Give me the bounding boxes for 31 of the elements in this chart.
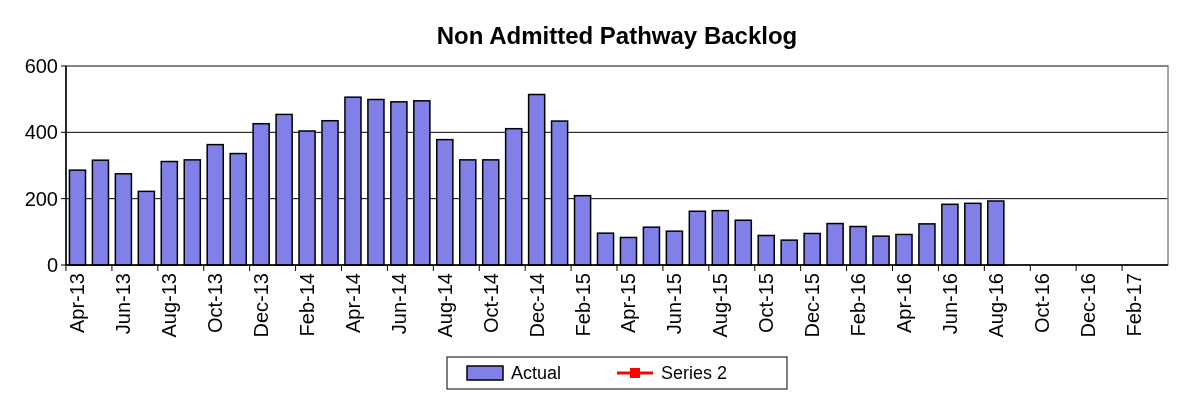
- x-tick-label: Dec-13: [250, 273, 273, 338]
- x-tick-label: Jun-16: [938, 273, 961, 335]
- x-tick-label: Dec-15: [801, 273, 824, 338]
- x-tick-label: Feb-17: [1122, 273, 1145, 337]
- y-tick-label: 0: [46, 254, 58, 276]
- y-tick-label: 600: [24, 55, 58, 77]
- chart-title: Non Admitted Pathway Backlog: [436, 22, 798, 49]
- x-tick-label: Feb-15: [571, 273, 594, 337]
- x-tick-label: Jun-13: [112, 273, 135, 335]
- x-tick-label: Apr-14: [341, 273, 364, 334]
- x-tick-label: Apr-13: [66, 273, 89, 334]
- x-tick-label: Apr-15: [617, 273, 640, 334]
- y-tick-label: 400: [24, 121, 58, 144]
- x-tick-label: Dec-14: [525, 273, 548, 338]
- x-tick-label: Aug-15: [709, 273, 732, 338]
- x-tick-label: Feb-14: [296, 273, 319, 337]
- x-tick-label: Dec-16: [1076, 273, 1099, 338]
- x-tick-label: Aug-14: [433, 273, 456, 338]
- x-tick-label: Aug-13: [158, 273, 181, 338]
- x-tick-label: Feb-16: [847, 273, 870, 337]
- x-tick-label: Jun-14: [387, 273, 410, 335]
- x-tick-label: Jun-15: [663, 273, 686, 335]
- x-tick-label: Apr-16: [892, 273, 915, 334]
- x-tick-label: Oct-15: [755, 273, 778, 334]
- legend-label: Actual: [511, 363, 562, 384]
- y-tick-label: 200: [24, 187, 58, 210]
- x-tick-label: Aug-16: [984, 273, 1007, 338]
- x-tick-label: Oct-14: [479, 273, 502, 334]
- legend-label: Series 2: [661, 363, 728, 384]
- x-tick-label: Oct-13: [204, 273, 227, 334]
- x-tick-label: Oct-16: [1030, 273, 1053, 334]
